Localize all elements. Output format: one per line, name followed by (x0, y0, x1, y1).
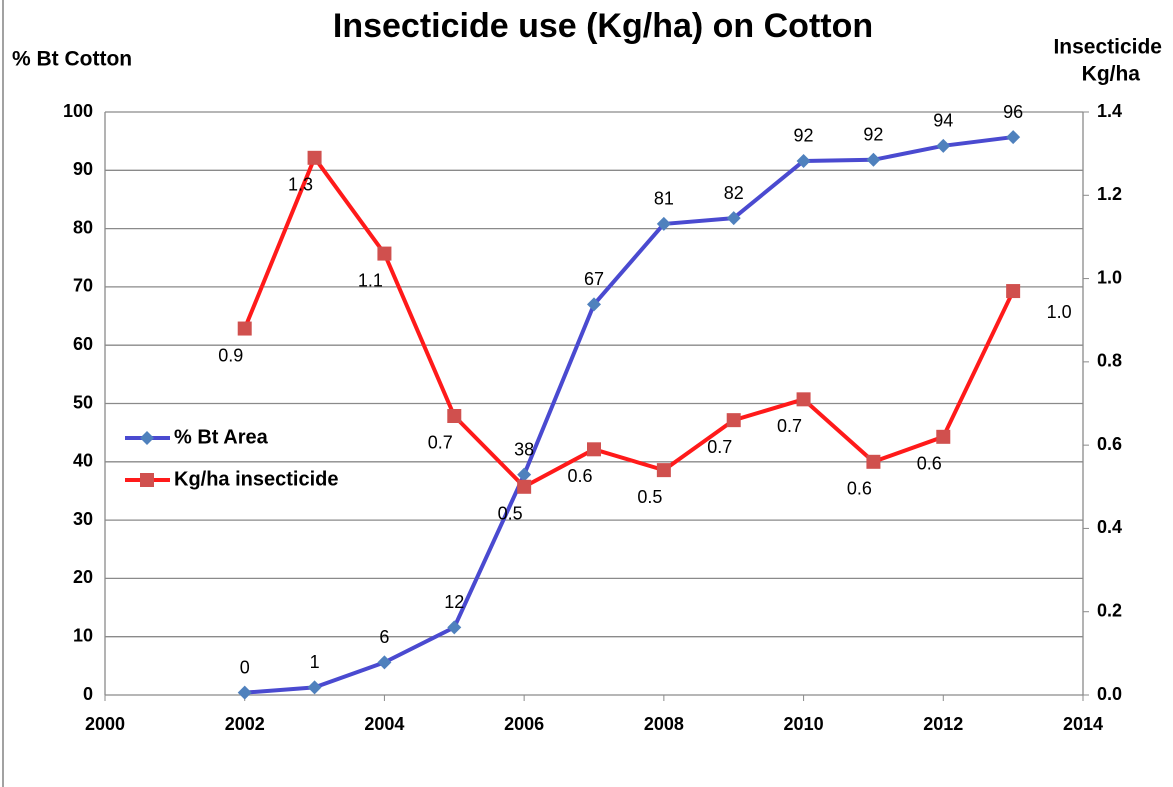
value-label: 0 (240, 657, 250, 677)
y2-tick-label: 1.0 (1097, 267, 1122, 287)
y-tick-label: 80 (73, 217, 93, 237)
legend-label: % Bt Area (174, 426, 269, 448)
marker (587, 442, 601, 457)
y2-axis-title: Insecticide (1053, 36, 1162, 59)
y2-tick-label: 0.0 (1097, 684, 1122, 704)
x-tick-label: 2002 (225, 714, 265, 734)
marker (517, 467, 532, 482)
value-label: 96 (1003, 102, 1023, 122)
y-tick-label: 20 (73, 567, 93, 587)
marker (936, 138, 951, 153)
value-label: 81 (654, 189, 674, 209)
marker (307, 150, 322, 165)
value-label: 1 (310, 652, 320, 672)
y2-tick-label: 0.4 (1097, 517, 1122, 537)
marker (237, 321, 252, 336)
y-tick-label: 30 (73, 509, 93, 529)
value-label: 1.3 (288, 175, 313, 195)
marker (866, 152, 881, 167)
x-tick-label: 2010 (784, 714, 824, 734)
legend-marker (140, 473, 154, 487)
legend-label: Kg/ha insecticide (174, 468, 339, 490)
value-label: 0.9 (218, 345, 243, 365)
y-tick-label: 0 (83, 684, 93, 704)
x-tick-label: 2004 (364, 714, 404, 734)
legend-marker (140, 431, 154, 445)
value-label: 67 (584, 269, 604, 289)
y-tick-label: 10 (73, 625, 93, 645)
marker (1006, 284, 1021, 299)
marker (866, 454, 881, 469)
value-label: 1.1 (358, 270, 383, 290)
value-label: 0.6 (567, 466, 592, 486)
x-tick-label: 2012 (923, 714, 963, 734)
value-label: 0.7 (707, 437, 732, 457)
y-tick-label: 90 (73, 159, 93, 179)
series-line (242, 155, 1015, 489)
value-label: 94 (933, 111, 953, 131)
marker (587, 297, 601, 312)
marker (656, 216, 671, 231)
marker (796, 392, 811, 407)
series-line (244, 135, 1014, 695)
x-tick-label: 2014 (1063, 714, 1103, 734)
marker (1006, 130, 1021, 145)
chart-title: Insecticide use (Kg/ha) on Cotton (333, 7, 873, 45)
marker (377, 655, 392, 670)
value-label: 12 (444, 592, 464, 612)
marker (447, 620, 462, 635)
y2-tick-label: 1.4 (1097, 101, 1122, 121)
value-label: 92 (863, 125, 883, 145)
x-tick-label: 2000 (85, 714, 125, 734)
value-label: 0.6 (917, 454, 942, 474)
y-axis-title: % Bt Cotton (12, 48, 132, 71)
marker (726, 413, 741, 428)
value-label: 92 (794, 126, 814, 146)
value-label: 0.7 (777, 416, 802, 436)
marker (377, 246, 392, 261)
marker (656, 463, 671, 478)
value-label: 0.5 (498, 504, 523, 524)
marker (307, 680, 322, 695)
y-tick-label: 100 (63, 101, 93, 121)
marker (726, 211, 741, 226)
y2-tick-label: 0.6 (1097, 434, 1122, 454)
value-label: 0.6 (847, 479, 872, 499)
x-tick-label: 2008 (644, 714, 684, 734)
y-tick-label: 50 (73, 392, 93, 412)
y2-axis-title: Kg/ha (1082, 63, 1141, 86)
y-tick-label: 40 (73, 451, 93, 471)
y-tick-label: 60 (73, 334, 93, 354)
y2-tick-label: 1.2 (1097, 184, 1122, 204)
marker (936, 429, 951, 444)
y2-tick-label: 0.2 (1097, 600, 1122, 620)
value-label: 38 (514, 439, 534, 459)
marker (237, 685, 252, 700)
value-label: 82 (724, 183, 744, 203)
value-label: 0.7 (428, 433, 453, 453)
x-tick-label: 2006 (504, 714, 544, 734)
y-tick-label: 70 (73, 276, 93, 296)
marker (517, 479, 532, 494)
y2-tick-label: 0.8 (1097, 351, 1122, 371)
value-label: 1.0 (1047, 302, 1072, 322)
marker (447, 408, 462, 423)
value-label: 6 (379, 627, 389, 647)
marker (796, 153, 811, 168)
value-label: 0.5 (637, 487, 662, 507)
